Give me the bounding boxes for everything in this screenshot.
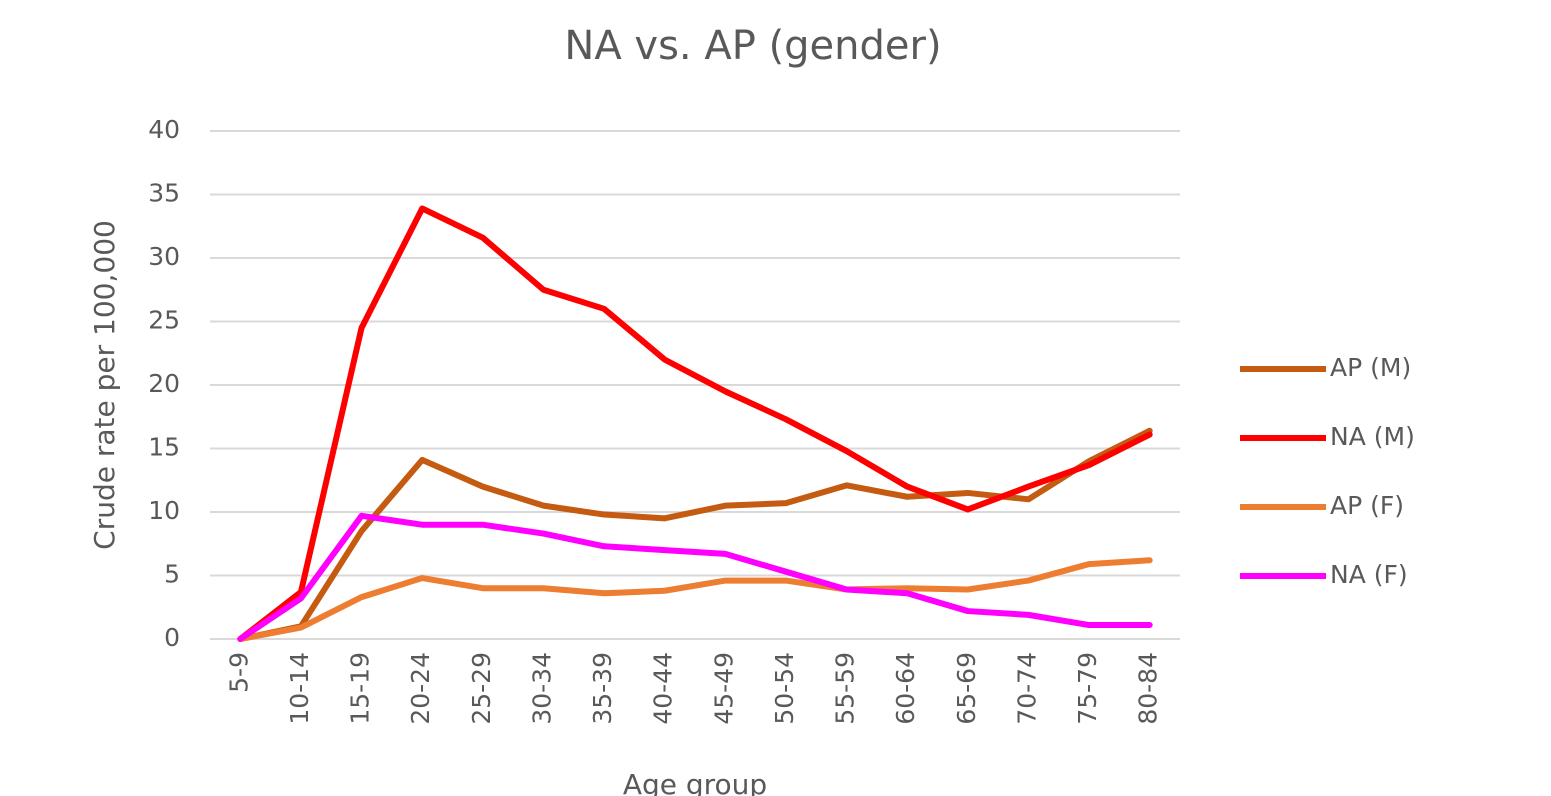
x-tick-label: 75-79 bbox=[1073, 652, 1102, 725]
y-tick-label: 0 bbox=[164, 623, 180, 652]
legend-label: AP (M) bbox=[1330, 353, 1411, 382]
x-tick-label: 65-69 bbox=[952, 652, 981, 725]
y-tick-label: 35 bbox=[148, 179, 180, 208]
x-tick-label: 20-24 bbox=[406, 652, 435, 725]
y-tick-label: 10 bbox=[148, 496, 180, 525]
legend-label: AP (F) bbox=[1330, 491, 1404, 520]
y-tick-label: 20 bbox=[148, 369, 180, 398]
x-tick-label: 50-54 bbox=[770, 652, 799, 725]
x-tick-label: 35-39 bbox=[588, 652, 617, 725]
line-series bbox=[237, 557, 1153, 642]
line-series bbox=[237, 427, 1153, 642]
x-tick-label: 5-9 bbox=[224, 652, 253, 693]
x-tick-label: 60-64 bbox=[891, 652, 920, 725]
x-tick-label: 55-59 bbox=[831, 652, 860, 725]
x-tick-label: 30-34 bbox=[527, 652, 556, 725]
y-tick-label: 40 bbox=[148, 115, 180, 144]
x-tick-label: 40-44 bbox=[649, 652, 678, 725]
x-tick-label: 25-29 bbox=[467, 652, 496, 725]
x-tick-label: 10-14 bbox=[285, 652, 314, 725]
y-tick-label: 25 bbox=[148, 306, 180, 335]
legend-label: NA (F) bbox=[1330, 560, 1408, 589]
x-tick-label: 45-49 bbox=[709, 652, 738, 725]
line-series bbox=[237, 205, 1153, 642]
y-axis-label: Crude rate per 100,000 bbox=[88, 220, 121, 550]
x-tick-label: 70-74 bbox=[1012, 652, 1041, 725]
y-tick-label: 15 bbox=[148, 433, 180, 462]
x-axis-label: Age group bbox=[623, 768, 767, 796]
y-tick-label: 5 bbox=[164, 560, 180, 589]
x-tick-label: 80-84 bbox=[1134, 652, 1163, 725]
chart-title: NA vs. AP (gender) bbox=[564, 23, 941, 69]
x-tick-label: 15-19 bbox=[346, 652, 375, 725]
legend-label: NA (M) bbox=[1330, 422, 1415, 451]
y-tick-label: 30 bbox=[148, 242, 180, 271]
line-series bbox=[237, 512, 1153, 642]
